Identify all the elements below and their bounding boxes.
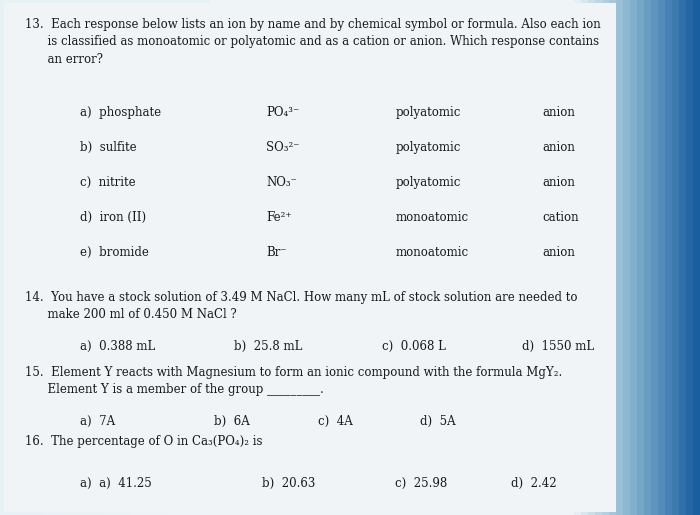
Text: anion: anion [542, 141, 575, 153]
Text: Br⁻: Br⁻ [266, 246, 286, 259]
Text: SO₃²⁻: SO₃²⁻ [266, 141, 300, 153]
Text: monoatomic: monoatomic [395, 246, 468, 259]
Text: c)  25.98: c) 25.98 [395, 477, 448, 490]
Text: monoatomic: monoatomic [395, 211, 468, 224]
Text: 13.  Each response below lists an ion by name and by chemical symbol or formula.: 13. Each response below lists an ion by … [25, 18, 601, 65]
Text: polyatomic: polyatomic [395, 106, 461, 118]
Text: 14.  You have a stock solution of 3.49 M NaCl. How many mL of stock solution are: 14. You have a stock solution of 3.49 M … [25, 291, 577, 321]
Text: a)  0.388 mL: a) 0.388 mL [80, 340, 155, 353]
Text: d)  5A: d) 5A [420, 415, 456, 427]
Text: c)  4A: c) 4A [318, 415, 354, 427]
Text: c)  0.068 L: c) 0.068 L [382, 340, 445, 353]
Text: b)  25.8 mL: b) 25.8 mL [234, 340, 303, 353]
Text: a)  phosphate: a) phosphate [80, 106, 162, 118]
Text: 16.  The percentage of O in Ca₃(PO₄)₂ is: 16. The percentage of O in Ca₃(PO₄)₂ is [25, 435, 262, 448]
Text: anion: anion [542, 176, 575, 188]
Text: Fe²⁺: Fe²⁺ [266, 211, 291, 224]
Text: anion: anion [542, 246, 575, 259]
Text: a)  7A: a) 7A [80, 415, 116, 427]
Text: cation: cation [542, 211, 579, 224]
Text: b)  6A: b) 6A [214, 415, 249, 427]
Text: PO₄³⁻: PO₄³⁻ [266, 106, 300, 118]
FancyBboxPatch shape [4, 3, 616, 512]
Text: 15.  Element Y reacts with Magnesium to form an ionic compound with the formula : 15. Element Y reacts with Magnesium to f… [25, 366, 561, 396]
Text: polyatomic: polyatomic [395, 176, 461, 188]
Text: d)  iron (II): d) iron (II) [80, 211, 146, 224]
Text: d)  1550 mL: d) 1550 mL [522, 340, 594, 353]
Text: b)  20.63: b) 20.63 [262, 477, 316, 490]
Text: NO₃⁻: NO₃⁻ [266, 176, 297, 188]
Text: b)  sulfite: b) sulfite [80, 141, 137, 153]
Text: polyatomic: polyatomic [395, 141, 461, 153]
Text: c)  nitrite: c) nitrite [80, 176, 136, 188]
Text: e)  bromide: e) bromide [80, 246, 149, 259]
Text: d)  2.42: d) 2.42 [511, 477, 556, 490]
Text: a)  a)  41.25: a) a) 41.25 [80, 477, 153, 490]
Text: anion: anion [542, 106, 575, 118]
